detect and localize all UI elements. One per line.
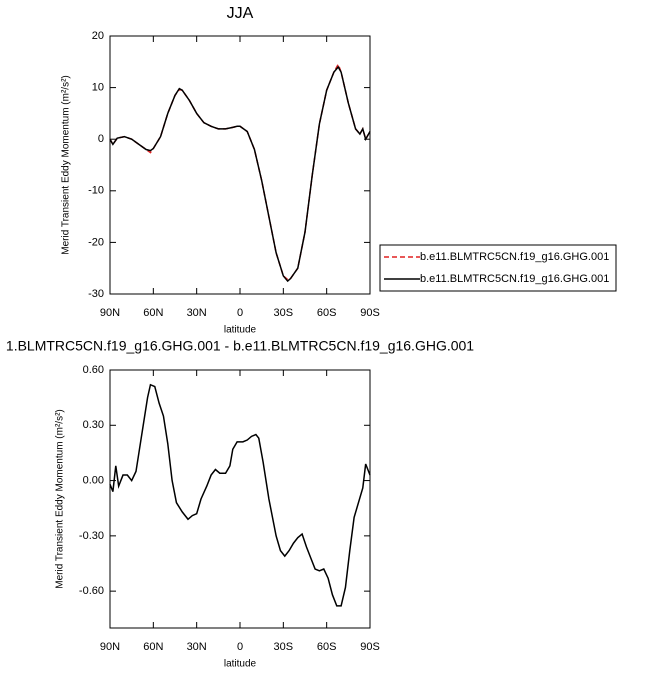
y-tick-label: -20: [88, 236, 104, 248]
y-tick-label: 20: [92, 30, 104, 42]
y-tick-label: -10: [88, 185, 104, 197]
x-tick-label: 0: [237, 307, 243, 319]
x-tick-label: 90N: [100, 307, 120, 319]
y-tick-label: -30: [88, 288, 104, 300]
x-tick-label: 60S: [317, 307, 337, 319]
data-line: [109, 65, 371, 283]
legend-label: b.e11.BLMTRC5CN.f19_g16.GHG.001: [420, 273, 609, 285]
y-axis-label: Merid Transient Eddy Momentum (m²/s²): [61, 75, 72, 255]
chart-title: JJA: [227, 5, 254, 22]
x-tick-label: 60N: [143, 641, 163, 653]
y-tick-label: -0.30: [79, 530, 104, 542]
x-tick-label: 60S: [317, 641, 337, 653]
y-tick-label: 0.30: [83, 419, 104, 431]
x-axis-label: latitude: [224, 659, 257, 670]
y-tick-label: 10: [92, 82, 104, 94]
x-axis-label: latitude: [224, 325, 257, 336]
y-tick-label: 0.60: [83, 364, 104, 376]
data-line: [109, 62, 371, 281]
legend-label: b.e11.BLMTRC5CN.f19_g16.GHG.001: [420, 251, 609, 263]
x-tick-label: 60N: [143, 307, 163, 319]
y-tick-label: 0: [98, 133, 104, 145]
x-tick-label: 90S: [360, 307, 380, 319]
y-axis-label: Merid Transient Eddy Momentum (m²/s²): [55, 409, 66, 589]
data-line: [109, 383, 371, 607]
x-tick-label: 0: [237, 641, 243, 653]
x-tick-label: 30N: [187, 307, 207, 319]
x-tick-label: 30S: [274, 307, 294, 319]
x-tick-label: 90S: [360, 641, 380, 653]
y-tick-label: 0.00: [83, 474, 104, 486]
x-tick-label: 30S: [274, 641, 294, 653]
plot-frame: [109, 369, 371, 629]
y-tick-label: -0.60: [79, 585, 104, 597]
plot-frame: [109, 35, 371, 295]
x-tick-label: 30N: [187, 641, 207, 653]
chart-title: 1.BLMTRC5CN.f19_g16.GHG.001 - b.e11.BLMT…: [6, 338, 474, 354]
legend-box: [379, 244, 617, 292]
x-tick-label: 90N: [100, 641, 120, 653]
